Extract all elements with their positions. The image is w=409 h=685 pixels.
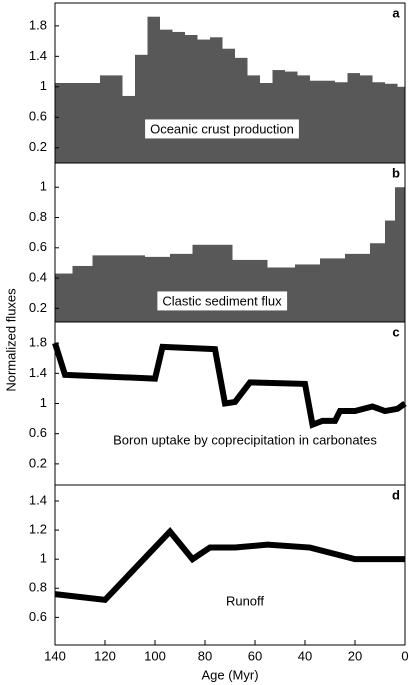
- bar: [160, 29, 173, 163]
- bar: [247, 75, 260, 163]
- y-tick-label: 1.8: [29, 17, 47, 32]
- panel-label: a: [392, 5, 400, 20]
- panel-label: c: [392, 324, 399, 339]
- y-tick-label: 0.6: [29, 109, 47, 124]
- y-tick-label: 0.2: [29, 300, 47, 315]
- x-axis-label: Age (Myr): [201, 667, 258, 682]
- x-tick-label: 120: [94, 648, 116, 663]
- y-tick-label: 0.8: [29, 580, 47, 595]
- bar: [122, 95, 135, 163]
- y-tick-label: 1.4: [29, 492, 47, 507]
- y-tick-label: 1.4: [29, 365, 47, 380]
- bar: [222, 48, 235, 163]
- line: [52, 342, 407, 429]
- y-tick-label: 1: [40, 551, 47, 566]
- x-tick-label: 60: [248, 648, 262, 663]
- annotation: Boron uptake by coprecipitation in carbo…: [113, 432, 377, 447]
- bar: [320, 258, 345, 322]
- y-axis-label: Normalized fluxes: [3, 288, 18, 392]
- bar: [100, 75, 123, 163]
- y-tick-label: 1: [40, 78, 47, 93]
- bar: [360, 75, 373, 163]
- annotation-box: [145, 119, 299, 139]
- bar: [145, 256, 170, 322]
- bar: [322, 80, 335, 163]
- annotation: Clastic sediment flux: [162, 293, 282, 308]
- y-tick-label: 1.8: [29, 335, 47, 350]
- bar: [55, 83, 100, 163]
- y-tick-label: 0.6: [29, 609, 47, 624]
- bar: [135, 54, 148, 163]
- axes-frame: [54, 484, 406, 646]
- annotation: Oceanic crust production: [150, 121, 294, 136]
- x-tick-label: 80: [198, 648, 212, 663]
- y-tick-label: 0.6: [29, 239, 47, 254]
- panel-label: b: [392, 165, 400, 180]
- bar: [210, 37, 223, 163]
- bar: [170, 253, 193, 322]
- bar: [55, 273, 73, 322]
- bar: [335, 82, 348, 163]
- y-tick-label: 0.2: [29, 455, 47, 470]
- bar: [385, 83, 398, 163]
- bar: [72, 265, 93, 322]
- y-tick-label: 1.4: [29, 48, 47, 63]
- y-tick-label: 0.6: [29, 425, 47, 440]
- bar: [235, 57, 248, 163]
- y-tick-label: 0.2: [29, 139, 47, 154]
- panel: 0.2 0.6 1 1.4 1.8 a Oceanic crust production: [29, 2, 406, 164]
- bar: [285, 71, 298, 163]
- line: [54, 527, 405, 604]
- y-tick-label: 1.2: [29, 522, 47, 537]
- x-tick-label: 0: [401, 648, 408, 663]
- x-tick-label: 40: [298, 648, 312, 663]
- y-tick-label: 1: [40, 395, 47, 410]
- annotation: Runoff: [226, 593, 264, 608]
- bar: [92, 255, 120, 322]
- bar: [372, 82, 385, 163]
- y-tick-label: 0.4: [29, 270, 47, 285]
- bar: [370, 243, 385, 322]
- bar: [385, 220, 395, 322]
- panel-label: d: [392, 487, 400, 502]
- x-tick-label: 140: [44, 648, 66, 663]
- y-tick-label: 1: [40, 179, 47, 194]
- x-tick-label: 20: [348, 648, 362, 663]
- annotation-box: [157, 291, 288, 311]
- bar: [147, 16, 160, 164]
- panel: 0.2 0.6 1 1.4 1.8 c Boron uptake by coprecipit…: [29, 321, 407, 486]
- x-tick-label: 100: [144, 648, 166, 663]
- bar: [397, 86, 405, 163]
- bar: [347, 73, 360, 163]
- bar: [297, 75, 310, 163]
- panel: 0.2 0.4 0.6 0.8 1 b Clastic sediment flux: [29, 162, 406, 323]
- bar: [120, 255, 145, 322]
- bar: [272, 70, 285, 163]
- panel: 0.6 0.8 1 1.2 1.4 d Runoff 140 120 100 80 60 40 20 0 Ag…: [29, 484, 409, 682]
- bar: [197, 39, 210, 164]
- bar: [185, 35, 198, 163]
- y-tick-label: 0.8: [29, 209, 47, 224]
- bar: [395, 187, 405, 322]
- bar: [172, 31, 185, 164]
- bar: [345, 253, 370, 322]
- bar: [295, 264, 320, 322]
- bar: [310, 80, 323, 163]
- bar: [232, 259, 268, 322]
